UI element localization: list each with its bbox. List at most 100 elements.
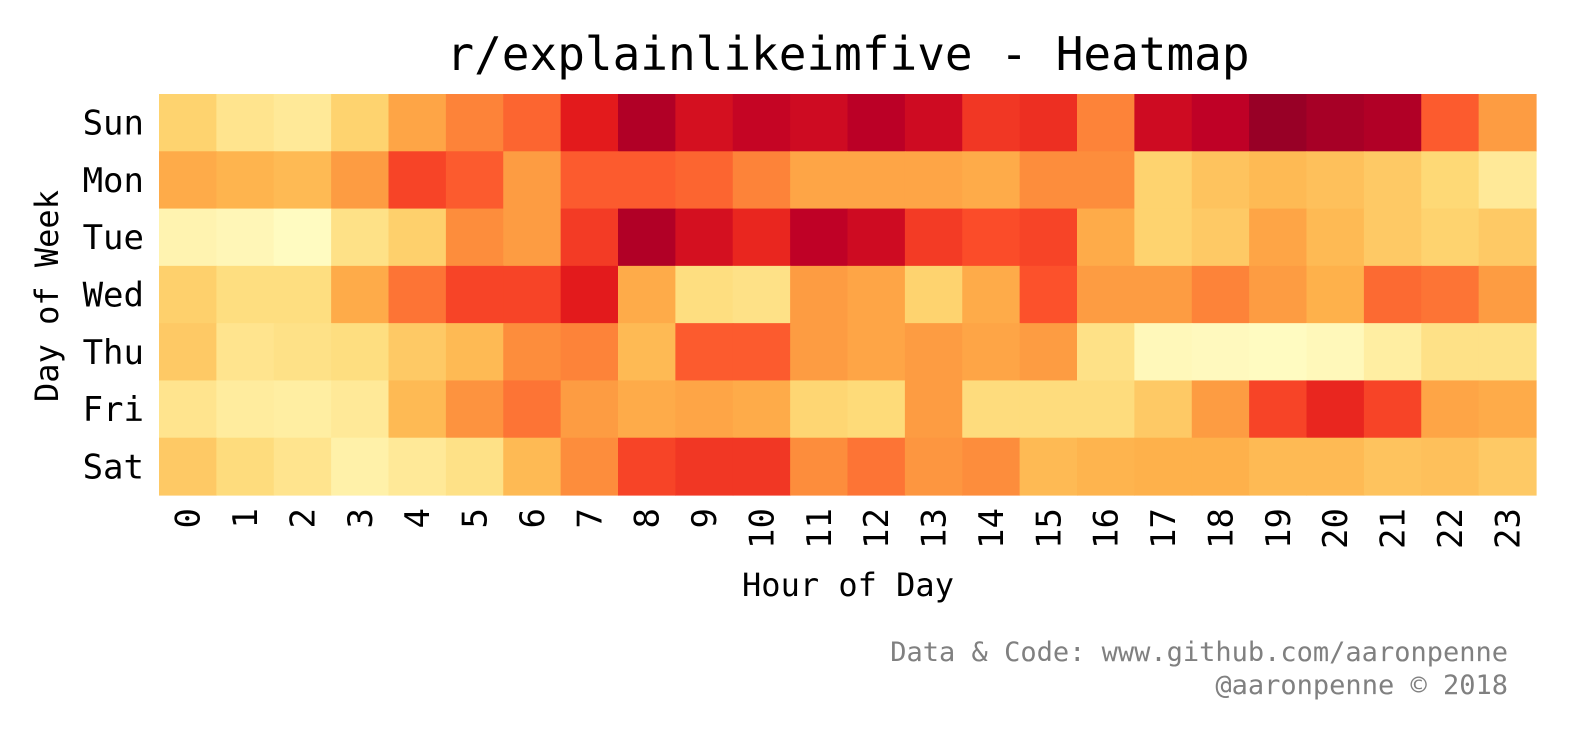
- heatmap-cell-sat-23: [1478, 437, 1537, 496]
- heatmap-cell-wed-16: [1077, 265, 1135, 324]
- heatmap-cell-sat-12: [847, 437, 906, 496]
- heatmap-cell-sun-8: [618, 94, 676, 152]
- heatmap-cell-fri-15: [1019, 380, 1078, 439]
- heatmap-cell-mon-22: [1421, 151, 1480, 210]
- x-tick-8: 8: [628, 508, 668, 528]
- heatmap-cell-sun-18: [1191, 94, 1250, 152]
- y-tick-mon: Mon: [83, 161, 144, 201]
- x-tick-1: 1: [226, 508, 266, 528]
- heatmap-cell-sat-18: [1191, 437, 1250, 496]
- heatmap-cell-tue-3: [331, 208, 390, 267]
- heatmap-cell-tue-19: [1249, 208, 1308, 267]
- x-tick-14: 14: [972, 508, 1012, 549]
- heatmap-cell-mon-1: [216, 151, 275, 210]
- heatmap-cell-fri-4: [388, 380, 447, 439]
- x-tick-10: 10: [742, 508, 782, 549]
- heatmap-cell-thu-20: [1306, 323, 1365, 382]
- heatmap-cell-wed-8: [618, 265, 676, 324]
- x-tick-22: 22: [1431, 508, 1471, 549]
- heatmap-cell-thu-22: [1421, 323, 1480, 382]
- heatmap-cell-tue-8: [618, 208, 676, 267]
- heatmap-cell-sat-14: [962, 437, 1021, 496]
- heatmap-cell-thu-9: [675, 323, 734, 382]
- credit-source: Data & Code: www.github.com/aaronpenne: [890, 637, 1508, 668]
- heatmap-cell-tue-20: [1306, 208, 1365, 267]
- heatmap-cell-thu-5: [445, 323, 504, 382]
- heatmap-cell-sun-20: [1306, 94, 1365, 152]
- heatmap-cell-tue-2: [273, 208, 332, 267]
- heatmap-cell-thu-12: [847, 323, 906, 382]
- heatmap-cell-fri-0: [159, 380, 217, 439]
- x-tick-18: 18: [1201, 508, 1241, 549]
- heatmap-cell-sat-15: [1019, 437, 1078, 496]
- heatmap-cell-mon-11: [790, 151, 849, 210]
- heatmap-cell-mon-16: [1077, 151, 1135, 210]
- heatmap-cell-wed-2: [273, 265, 332, 324]
- x-tick-3: 3: [341, 508, 381, 528]
- heatmap-cell-fri-1: [216, 380, 275, 439]
- heatmap-cell-mon-5: [445, 151, 504, 210]
- heatmap-cell-sat-0: [159, 437, 217, 496]
- heatmap-cell-wed-12: [847, 265, 906, 324]
- heatmap-cell-thu-2: [273, 323, 332, 382]
- heatmap-cell-sun-2: [273, 94, 332, 152]
- heatmap-cell-sat-6: [503, 437, 562, 496]
- heatmap-cell-sun-4: [388, 94, 447, 152]
- heatmap-cell-sat-3: [331, 437, 390, 496]
- heatmap-cell-tue-12: [847, 208, 906, 267]
- heatmap-cell-fri-8: [618, 380, 676, 439]
- heatmap-cell-sun-9: [675, 94, 734, 152]
- heatmap-cell-tue-4: [388, 208, 447, 267]
- heatmap-cell-tue-15: [1019, 208, 1078, 267]
- heatmap-cell-wed-6: [503, 265, 562, 324]
- heatmap-cell-thu-4: [388, 323, 447, 382]
- heatmap-cell-sun-13: [904, 94, 963, 152]
- heatmap-cell-tue-16: [1077, 208, 1135, 267]
- heatmap-cell-sun-0: [159, 94, 217, 152]
- heatmap-cell-fri-16: [1077, 380, 1135, 439]
- heatmap-cell-sun-22: [1421, 94, 1480, 152]
- heatmap-cell-thu-15: [1019, 323, 1078, 382]
- heatmap-cell-sun-6: [503, 94, 562, 152]
- heatmap-cell-tue-17: [1134, 208, 1193, 267]
- heatmap-cell-sun-1: [216, 94, 275, 152]
- heatmap-cell-thu-1: [216, 323, 275, 382]
- y-tick-sat: Sat: [83, 447, 144, 487]
- heatmap-cell-sun-5: [445, 94, 504, 152]
- heatmap-cell-wed-5: [445, 265, 504, 324]
- heatmap-cell-fri-2: [273, 380, 332, 439]
- credit-copyright: @aaronpenne © 2018: [1215, 670, 1508, 701]
- x-tick-23: 23: [1488, 508, 1528, 549]
- heatmap-cell-sat-9: [675, 437, 734, 496]
- heatmap-cell-tue-6: [503, 208, 562, 267]
- heatmap-cell-wed-10: [732, 265, 791, 324]
- x-tick-16: 16: [1087, 508, 1127, 549]
- heatmap-cell-thu-14: [962, 323, 1021, 382]
- heatmap-cell-sun-23: [1478, 94, 1537, 152]
- heatmap-cell-fri-11: [790, 380, 849, 439]
- y-tick-tue: Tue: [83, 218, 144, 258]
- heatmap-cell-fri-12: [847, 380, 906, 439]
- heatmap-cell-thu-11: [790, 323, 849, 382]
- x-tick-13: 13: [915, 508, 955, 549]
- heatmap-cell-thu-10: [732, 323, 791, 382]
- heatmap-cell-wed-21: [1363, 265, 1422, 324]
- x-tick-21: 21: [1374, 508, 1414, 549]
- heatmap-cell-tue-18: [1191, 208, 1250, 267]
- heatmap-cell-sat-11: [790, 437, 849, 496]
- heatmap-cell-mon-15: [1019, 151, 1078, 210]
- x-tick-5: 5: [456, 508, 496, 528]
- heatmap-cell-wed-20: [1306, 265, 1365, 324]
- heatmap-cell-fri-21: [1363, 380, 1422, 439]
- heatmap-cell-tue-0: [159, 208, 217, 267]
- heatmap-cell-mon-0: [159, 151, 217, 210]
- heatmap-cell-mon-3: [331, 151, 390, 210]
- heatmap-cell-sun-10: [732, 94, 791, 152]
- heatmap-cell-mon-8: [618, 151, 676, 210]
- heatmap-cell-sun-14: [962, 94, 1021, 152]
- heatmap-cell-sat-1: [216, 437, 275, 496]
- x-tick-17: 17: [1144, 508, 1184, 549]
- heatmap-cell-mon-12: [847, 151, 906, 210]
- heatmap-cell-thu-16: [1077, 323, 1135, 382]
